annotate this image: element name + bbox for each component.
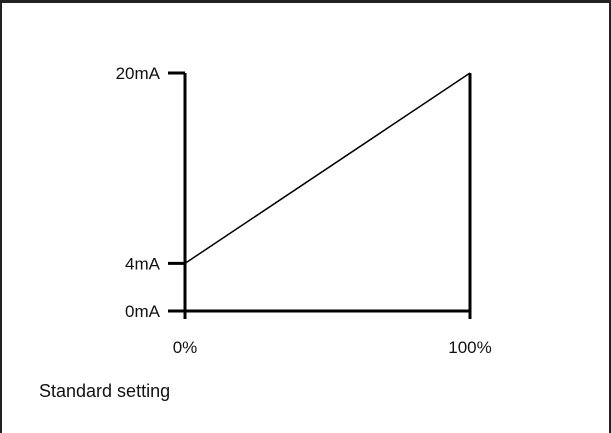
y-tick-label: 20mA xyxy=(116,64,161,83)
y-tick-label: 0mA xyxy=(125,302,161,321)
x-tick-label: 0% xyxy=(173,338,198,357)
chart-caption: Standard setting xyxy=(39,381,171,401)
x-tick-label: 100% xyxy=(448,338,491,357)
y-tick-label: 4mA xyxy=(125,254,161,273)
series-line xyxy=(184,72,471,265)
